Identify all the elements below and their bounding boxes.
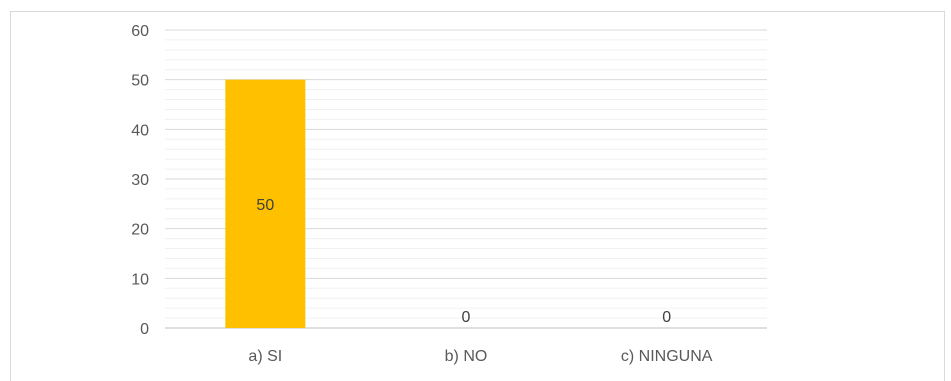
y-tick-label: 20: [131, 222, 149, 239]
bar: [225, 79, 306, 329]
data-labels: 50 0 0: [256, 197, 671, 326]
y-axis-tick-labels: 0 10 20 30 40 50 60: [131, 23, 149, 338]
bars: [225, 79, 306, 329]
x-category-label: c) NINGUNA: [621, 348, 713, 365]
data-label: 50: [256, 197, 274, 214]
y-tick-label: 10: [131, 271, 149, 288]
x-category-label: a) SI: [248, 348, 282, 365]
x-axis-category-labels: a) SI b) NO c) NINGUNA: [248, 348, 712, 365]
data-label: 0: [462, 309, 471, 326]
y-tick-label: 0: [140, 321, 149, 338]
bar-chart: 0 10 20 30 40 50 60 50 0 0 a) SI b) NO c) NINGUNA: [131, 23, 767, 365]
x-category-label: b) NO: [445, 348, 488, 365]
y-tick-label: 50: [131, 73, 149, 90]
y-tick-label: 40: [131, 122, 149, 139]
chart-frame: [10, 11, 945, 381]
data-label: 0: [662, 309, 671, 326]
y-tick-label: 30: [131, 172, 149, 189]
y-tick-label: 60: [131, 23, 149, 40]
